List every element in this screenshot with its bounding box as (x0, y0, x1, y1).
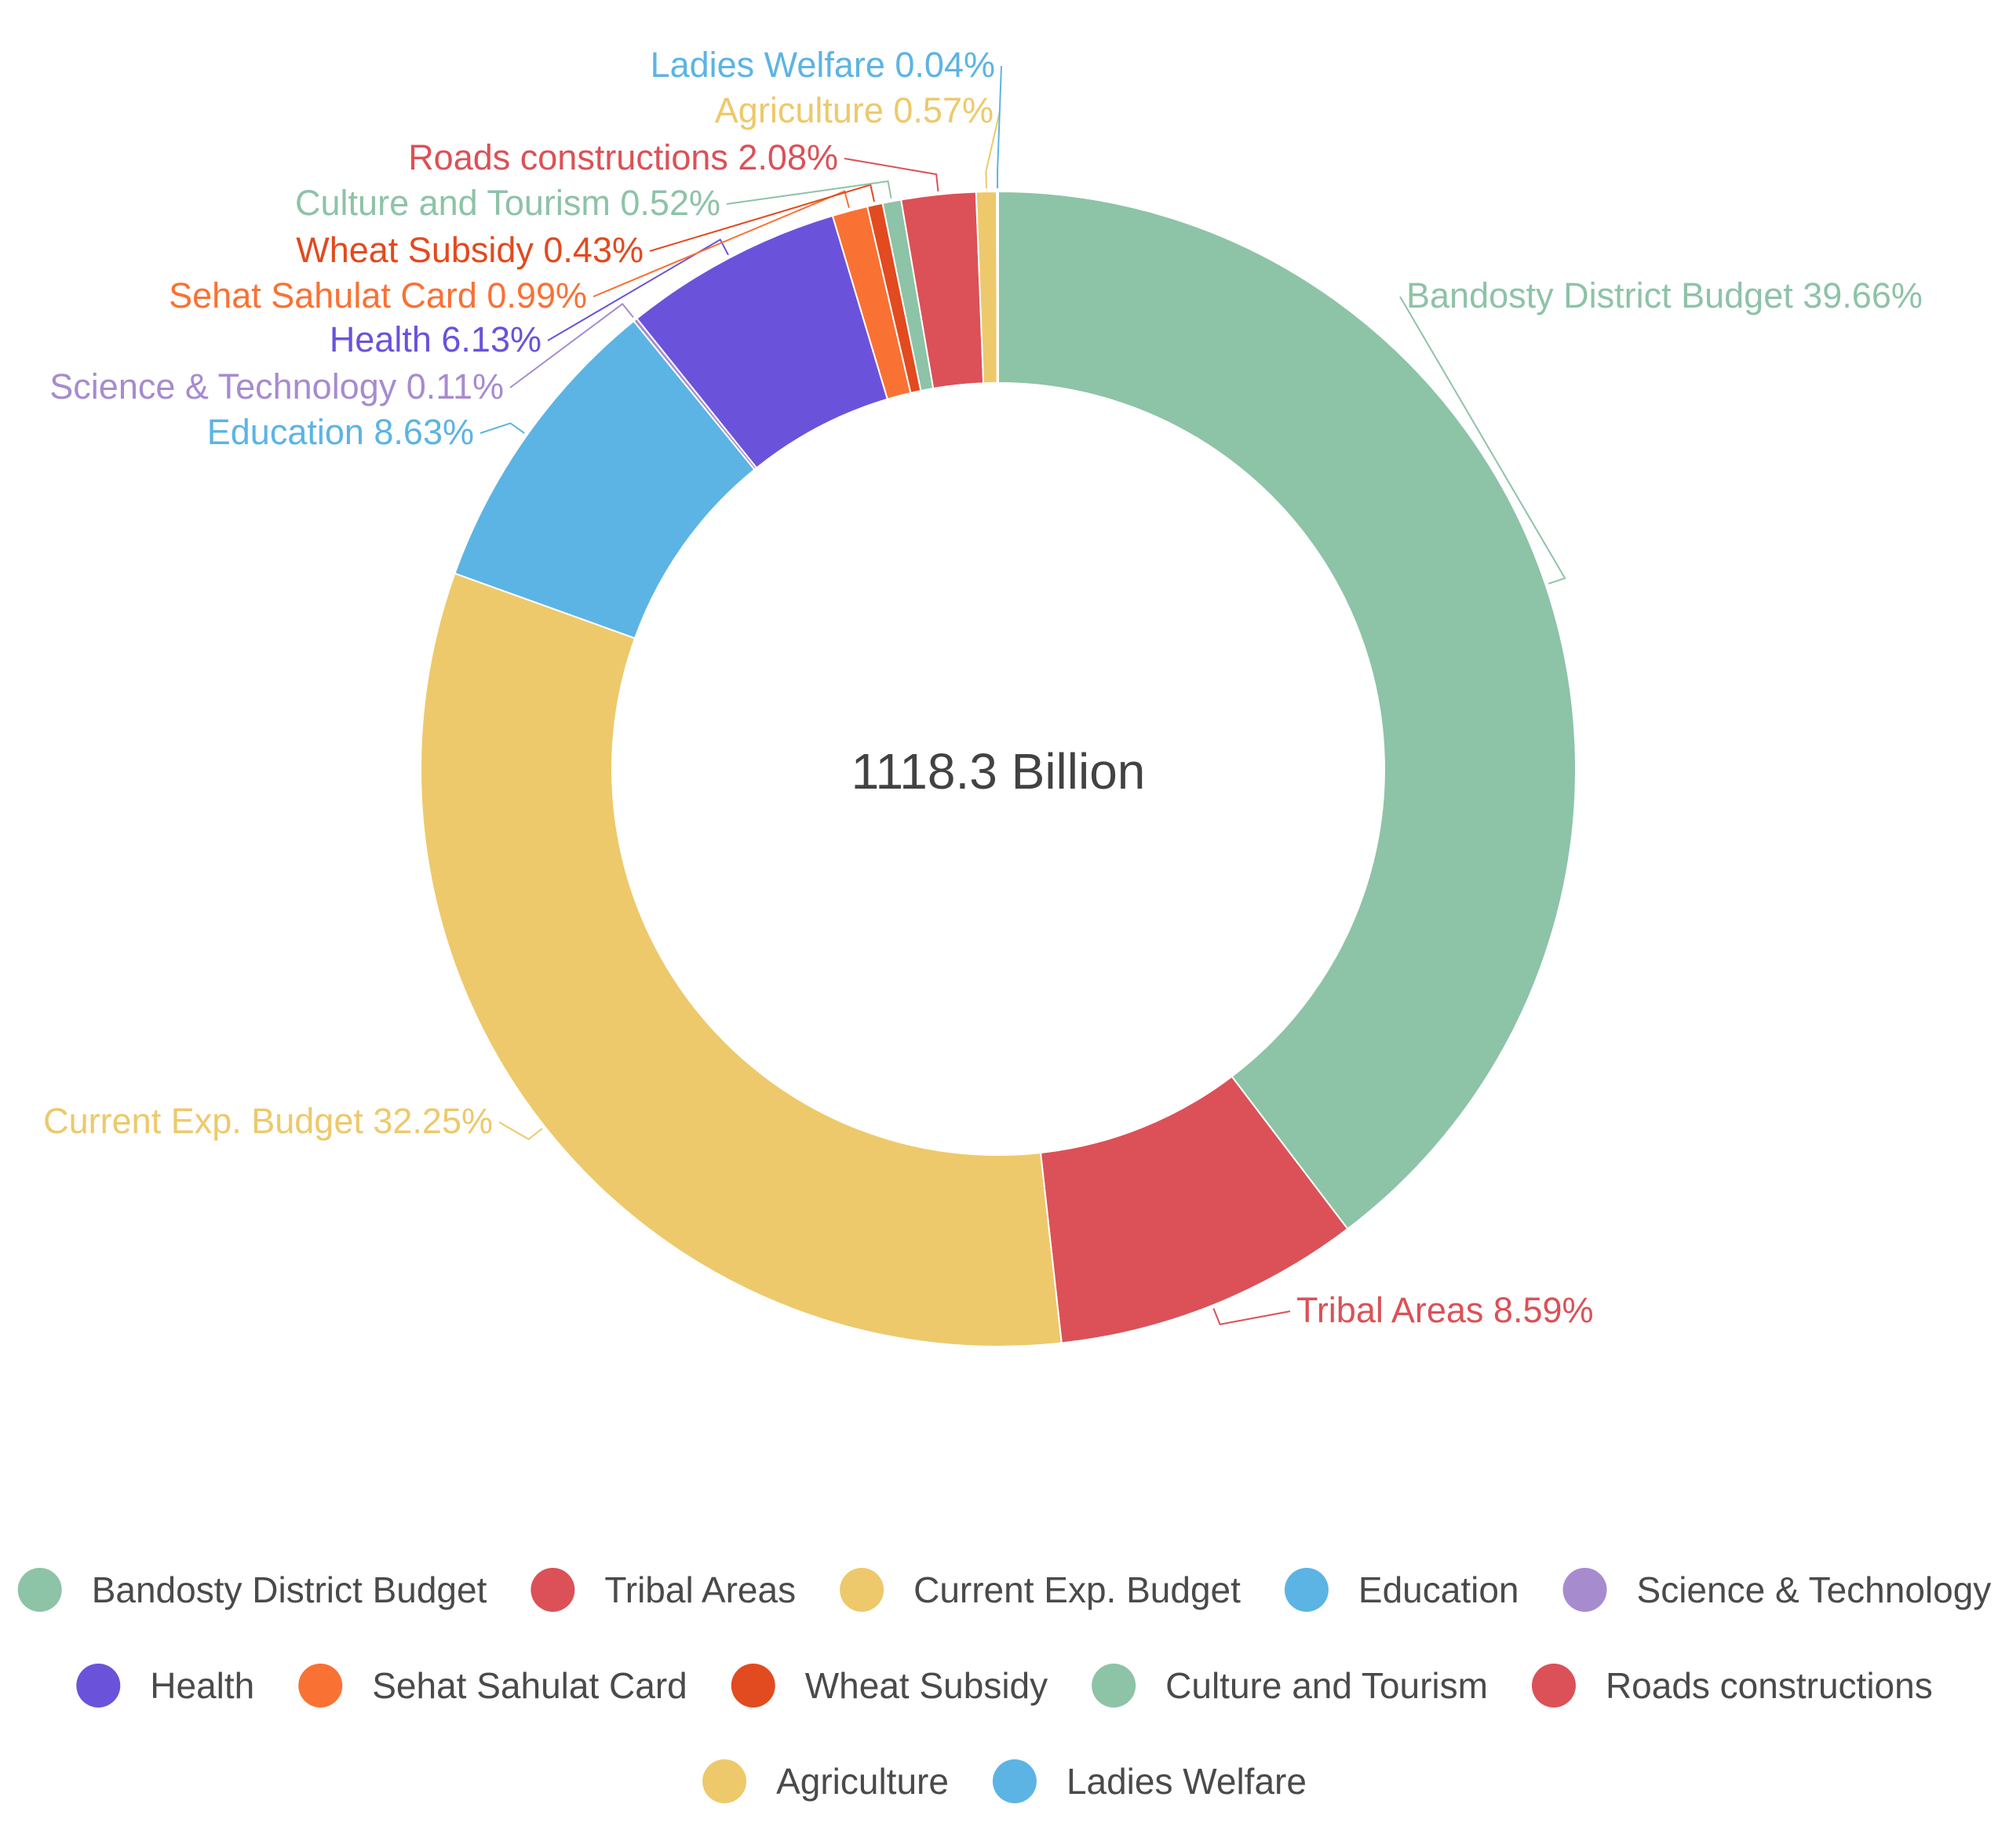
legend-label-culture-and-tourism: Culture and Tourism (1165, 1665, 1488, 1706)
slice-label-tribal-areas: Tribal Areas 8.59% (1296, 1290, 1594, 1330)
slice-current-exp-budget[interactable] (420, 572, 1063, 1347)
center-total-label: 1118.3 Billion (851, 743, 1146, 800)
leader-line-sehat-sahulat-card (592, 190, 850, 297)
leader-line-health (547, 238, 729, 341)
slice-label-agriculture: Agriculture 0.57% (715, 90, 994, 130)
leader-line-wheat-subsidy (649, 184, 875, 252)
legend-item-ladies-welfare[interactable]: Ladies Welfare (992, 1759, 1307, 1803)
legend-dot-science-and-technology (1562, 1568, 1607, 1612)
slice-label-wheat-subsidy: Wheat Subsidy 0.43% (296, 230, 644, 270)
legend-dot-health (76, 1664, 121, 1708)
legend-item-science-and-technology[interactable]: Science & Technology (1562, 1568, 1992, 1612)
leader-line-agriculture (985, 111, 1001, 189)
legend-item-education[interactable]: Education (1284, 1568, 1519, 1612)
legend-item-roads-constructions[interactable]: Roads constructions (1531, 1664, 1933, 1708)
leader-line-ladies-welfare (997, 65, 1002, 189)
legend-dot-tribal-areas (531, 1568, 575, 1612)
leader-line-current-exp-budget (498, 1121, 543, 1140)
legend-dot-ladies-welfare (992, 1759, 1037, 1803)
slice-label-ladies-welfare: Ladies Welfare 0.04% (651, 45, 995, 85)
slice-label-health: Health 6.13% (330, 319, 541, 359)
slice-labels: Bandosty District Budget 39.66% Tribal Ar… (43, 45, 1923, 1330)
legend-label-science-and-technology: Science & Technology (1637, 1569, 1992, 1610)
legend-dot-agriculture (702, 1759, 747, 1803)
legend-label-health: Health (150, 1665, 254, 1706)
legend-label-tribal-areas: Tribal Areas (604, 1569, 796, 1610)
slice-label-education: Education 8.63% (207, 412, 474, 452)
legend-label-bandosty-district-budget: Bandosty District Budget (92, 1569, 487, 1610)
leader-line-tribal-areas (1212, 1307, 1291, 1325)
legend-label-current-exp-budget: Current Exp. Budget (913, 1569, 1241, 1610)
legend-dot-wheat-subsidy (731, 1664, 775, 1708)
legend-dot-sehat-sahulat-card (298, 1664, 343, 1708)
slice-label-culture-and-tourism: Culture and Tourism 0.52% (295, 183, 720, 223)
legend-dot-roads-constructions (1531, 1664, 1576, 1708)
legend-item-current-exp-budget[interactable]: Current Exp. Budget (840, 1568, 1241, 1612)
legend-label-roads-constructions: Roads constructions (1606, 1665, 1933, 1706)
legend-label-wheat-subsidy: Wheat Subsidy (805, 1665, 1048, 1706)
leader-line-culture-and-tourism (726, 180, 892, 205)
legend-dot-culture-and-tourism (1092, 1664, 1136, 1708)
legend-dot-current-exp-budget (840, 1568, 884, 1612)
slice-bandosty-district-budget[interactable] (997, 190, 1577, 1230)
legend-label-education: Education (1358, 1569, 1519, 1610)
legend-label-sehat-sahulat-card: Sehat Sahulat Card (372, 1665, 687, 1706)
legend-item-sehat-sahulat-card[interactable]: Sehat Sahulat Card (298, 1664, 687, 1708)
slice-label-bandosty-district-budget: Bandosty District Budget 39.66% (1406, 275, 1923, 315)
legend-item-health[interactable]: Health (76, 1664, 254, 1708)
legend-item-bandosty-district-budget[interactable]: Bandosty District Budget (17, 1568, 487, 1612)
leader-line-roads-constructions (844, 158, 939, 192)
donut-slices (420, 190, 1577, 1347)
legend-item-tribal-areas[interactable]: Tribal Areas (531, 1568, 796, 1612)
legend: Bandosty District Budget Tribal Areas Curr… (17, 1568, 1992, 1803)
slice-label-roads-constructions: Roads constructions 2.08% (408, 137, 838, 177)
slice-ladies-welfare[interactable] (996, 190, 999, 385)
label-leader-lines (479, 65, 1566, 1325)
leader-line-science-and-technology (509, 302, 634, 388)
slice-label-science-and-technology: Science & Technology 0.11% (49, 366, 504, 406)
legend-item-culture-and-tourism[interactable]: Culture and Tourism (1092, 1664, 1488, 1708)
slice-label-sehat-sahulat-card: Sehat Sahulat Card 0.99% (169, 275, 587, 315)
slice-label-current-exp-budget: Current Exp. Budget 32.25% (43, 1101, 493, 1141)
legend-dot-education (1284, 1568, 1329, 1612)
legend-dot-bandosty-district-budget (17, 1568, 62, 1612)
legend-item-agriculture[interactable]: Agriculture (702, 1759, 949, 1803)
legend-label-agriculture: Agriculture (776, 1761, 949, 1802)
leader-line-education (479, 422, 525, 434)
legend-item-wheat-subsidy[interactable]: Wheat Subsidy (731, 1664, 1048, 1708)
legend-label-ladies-welfare: Ladies Welfare (1066, 1761, 1307, 1802)
leader-line-bandosty-district-budget (1399, 296, 1566, 585)
